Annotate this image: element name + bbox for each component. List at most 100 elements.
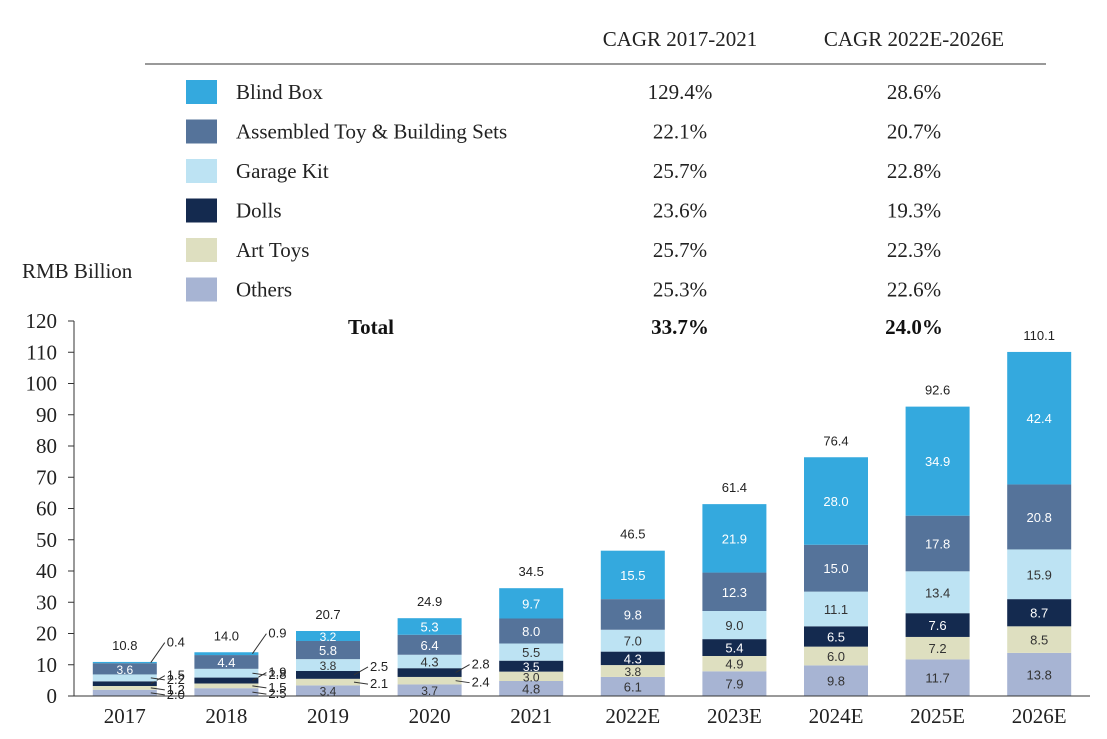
bar-segment-label: 0.4 bbox=[167, 635, 185, 650]
y-tick-label: 90 bbox=[36, 403, 57, 427]
bar-segment bbox=[499, 660, 564, 672]
x-tick-label: 2024E bbox=[809, 704, 864, 728]
bar-segment bbox=[600, 550, 665, 600]
bar-segment bbox=[92, 689, 157, 696]
bar-segment bbox=[194, 677, 259, 684]
bar-segment bbox=[1007, 549, 1072, 600]
bar-segment bbox=[804, 646, 868, 666]
bar-total-label: 10.8 bbox=[112, 638, 137, 653]
bar-segment bbox=[499, 643, 564, 661]
bar-segment bbox=[702, 504, 767, 573]
bar-segment bbox=[804, 626, 868, 647]
bar-segment-label: 5.5 bbox=[522, 645, 540, 660]
bar-segment-label: 8.0 bbox=[522, 624, 540, 639]
total-cagr-2022e-2026e: 24.0% bbox=[885, 315, 943, 339]
bar-segment-label: 7.6 bbox=[929, 618, 947, 633]
bar-segment-label: 2.8 bbox=[472, 657, 490, 672]
y-tick-label: 50 bbox=[36, 528, 57, 552]
bar-segment-label: 3.8 bbox=[320, 659, 337, 673]
bar-segment bbox=[296, 659, 360, 671]
bar-segment bbox=[92, 686, 157, 690]
legend-swatch-assembled-toy-building-sets bbox=[186, 119, 217, 144]
bar-segment-label: 3.8 bbox=[624, 665, 641, 679]
bar-segment-label: 2.5 bbox=[268, 686, 286, 701]
bar-segment bbox=[397, 618, 462, 635]
bar-total-label: 20.7 bbox=[315, 607, 340, 622]
x-tick-label: 2020 bbox=[409, 704, 451, 728]
bar-segment bbox=[194, 668, 259, 678]
bar-segment-label: 1.2 bbox=[167, 682, 185, 697]
bar-segment bbox=[296, 641, 360, 660]
cagr-header-2022e-2026e: CAGR 2022E-2026E bbox=[824, 27, 1004, 51]
bar-segment-label: 9.8 bbox=[827, 674, 845, 689]
bar-segment-label: 2.2 bbox=[167, 672, 185, 687]
bar-segment-label: 4.3 bbox=[624, 651, 642, 666]
x-tick-label: 2026E bbox=[1012, 704, 1067, 728]
bar-segment-label: 2.4 bbox=[472, 675, 490, 690]
bar-segment-leader bbox=[252, 691, 267, 695]
bar-segment-label: 1.5 bbox=[167, 668, 185, 683]
bar-segment bbox=[905, 613, 970, 637]
bar-segment-label: 7.9 bbox=[725, 677, 743, 692]
bar-segment-label: 3.7 bbox=[421, 684, 438, 698]
legend-swatch-art-toys bbox=[186, 238, 217, 262]
bar-segment-label: 6.4 bbox=[421, 638, 439, 653]
bar-segment-label: 2.0 bbox=[167, 687, 185, 702]
bar-segment bbox=[804, 457, 868, 545]
bar-total-label: 46.5 bbox=[620, 527, 645, 542]
bar-segment-label: 2.1 bbox=[370, 676, 388, 691]
bar-segment-label: 0.9 bbox=[268, 626, 286, 641]
legend-swatch-blind-box bbox=[186, 80, 217, 104]
bar-segment bbox=[905, 636, 970, 660]
bar-segment bbox=[804, 544, 868, 592]
x-tick-label: 2018 bbox=[205, 704, 247, 728]
y-tick-label: 100 bbox=[26, 372, 58, 396]
x-tick-label: 2021 bbox=[510, 704, 552, 728]
bar-segment bbox=[92, 663, 157, 675]
bar-segment bbox=[397, 676, 462, 685]
x-tick-label: 2023E bbox=[707, 704, 762, 728]
bar-segment-label: 3.5 bbox=[523, 660, 540, 674]
bar-segment-label: 5.3 bbox=[421, 619, 439, 634]
bar-segment bbox=[499, 671, 564, 681]
y-tick-label: 120 bbox=[26, 309, 58, 333]
bar-segment bbox=[600, 599, 665, 630]
bar-segment-leader bbox=[455, 680, 470, 684]
y-tick-label: 30 bbox=[36, 590, 57, 614]
bar-segment bbox=[194, 655, 259, 669]
bar-segment-leader bbox=[455, 664, 470, 673]
bar-segment bbox=[1007, 351, 1072, 485]
bar-segment bbox=[296, 631, 360, 641]
bar-total-label: 92.6 bbox=[925, 383, 950, 398]
bar-segment bbox=[600, 676, 665, 696]
bar-segment bbox=[702, 611, 767, 640]
bar-segment bbox=[194, 688, 259, 696]
bar-segment-label: 1.9 bbox=[268, 665, 286, 680]
legend-swatch-garage-kit bbox=[186, 159, 217, 183]
bar-segment bbox=[1007, 626, 1072, 653]
bar-segment-label: 7.2 bbox=[929, 641, 947, 656]
bar-segment bbox=[600, 665, 665, 677]
bar-segment-label: 11.7 bbox=[925, 671, 949, 686]
bar-segment-label: 28.0 bbox=[823, 494, 848, 509]
bar-segment-label: 6.1 bbox=[624, 679, 642, 694]
bar-segment bbox=[499, 588, 564, 619]
bar-segment-label: 4.4 bbox=[217, 655, 235, 670]
bar-segment bbox=[905, 406, 970, 516]
x-tick-label: 2025E bbox=[910, 704, 965, 728]
bar-total-label: 76.4 bbox=[823, 433, 848, 448]
y-tick-label: 0 bbox=[47, 684, 58, 708]
y-tick-label: 40 bbox=[36, 559, 57, 583]
cagr-2022e-2026e-garage-kit: 22.8% bbox=[887, 159, 941, 183]
legend-label-art-toys: Art Toys bbox=[236, 238, 309, 262]
bar-segment bbox=[194, 683, 259, 689]
bar-segment bbox=[905, 659, 970, 696]
total-label: Total bbox=[348, 315, 394, 339]
cagr-2017-2021-garage-kit: 25.7% bbox=[653, 159, 707, 183]
y-tick-label: 20 bbox=[36, 622, 57, 646]
bar-segment-leader bbox=[353, 681, 369, 685]
bar-segment bbox=[296, 678, 360, 686]
bar-segment bbox=[92, 674, 157, 682]
bar-segment bbox=[499, 618, 564, 644]
bar-segment-label: 3.6 bbox=[116, 663, 133, 677]
